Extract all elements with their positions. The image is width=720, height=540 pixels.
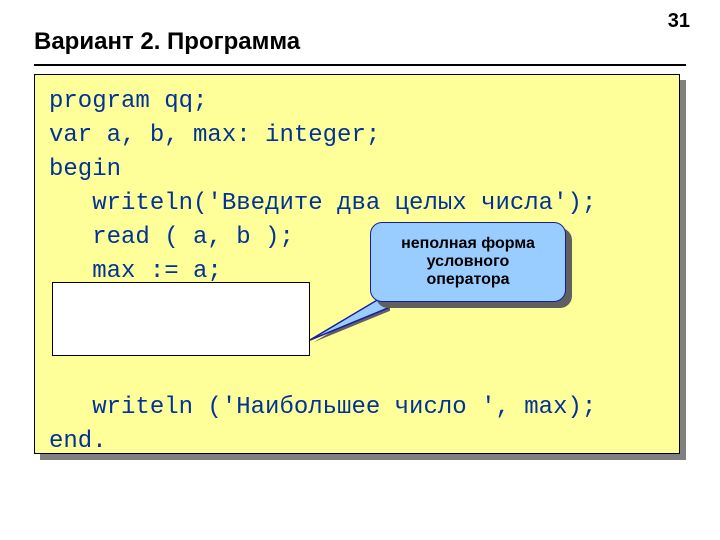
code-line-10: writeln ('Наибольшее число ', max); — [49, 394, 596, 421]
callout-line-2: условного — [427, 253, 510, 270]
code-line-1: program qq; — [49, 88, 207, 115]
code-box: program qq; var a, b, max: integer; begi… — [34, 74, 680, 454]
code-line-2: var a, b, max: integer; — [49, 122, 380, 149]
title-underline — [34, 64, 686, 66]
callout-line-1: неполная форма — [401, 235, 535, 252]
page-number: 31 — [668, 10, 690, 33]
code-line-5: read ( a, b ); — [49, 224, 294, 251]
callout-text: неполная форма условного оператора — [401, 235, 535, 289]
callout-line-3: оператора — [426, 271, 509, 288]
code-line-6: max := a; — [49, 258, 222, 285]
code-line-3: begin — [49, 156, 121, 183]
code-line-4: writeln('Введите два целых числа'); — [49, 190, 596, 217]
code-line-11: end. — [49, 428, 107, 455]
slide-title: Вариант 2. Программа — [34, 28, 300, 56]
callout-box: неполная форма условного оператора — [370, 222, 566, 302]
highlight-box — [52, 282, 310, 356]
